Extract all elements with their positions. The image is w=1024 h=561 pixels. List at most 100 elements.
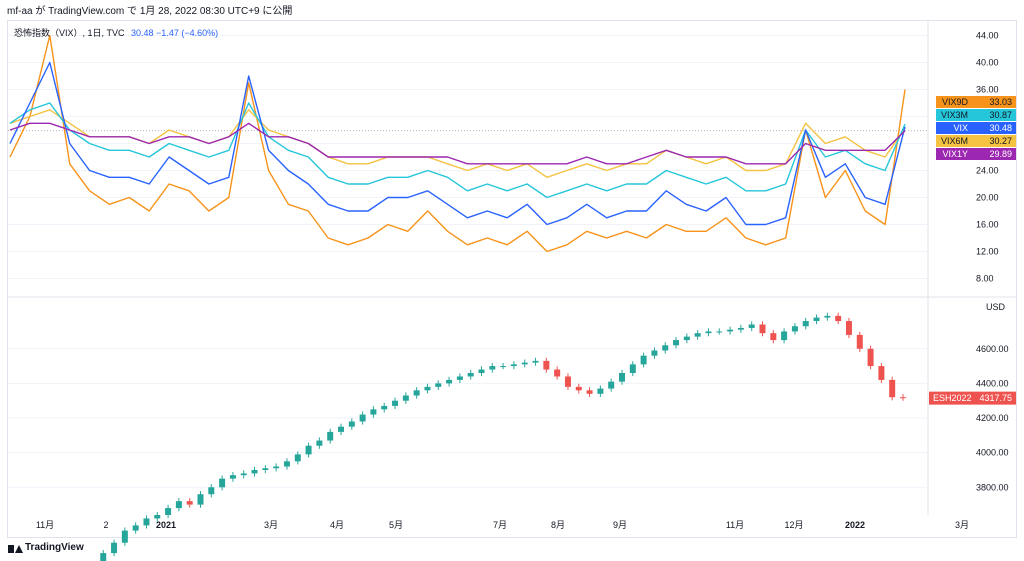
candle-body [359, 414, 366, 422]
candle-body [640, 355, 647, 365]
candle-body [608, 381, 615, 389]
candle-body [835, 315, 842, 322]
candle-body [521, 362, 528, 365]
candle-body [316, 440, 323, 446]
badge-bg [936, 96, 1016, 108]
brand-name: TradingView [25, 542, 84, 553]
publish-info: mf-aa が TradingView.com で 1月 28, 2022 08… [7, 6, 293, 17]
badge-vix: VIX 30.48 [936, 122, 1016, 134]
candle-body [348, 421, 355, 427]
candle-body [694, 333, 701, 337]
badge-bg [936, 148, 1016, 160]
chart-frame[interactable] [7, 20, 1017, 538]
candle-body [283, 461, 290, 467]
badge-value: 29.89 [989, 149, 1012, 159]
candle-body [251, 469, 258, 474]
candle-body [338, 426, 344, 432]
vix-axis-tick: 8.00 [976, 274, 994, 284]
candle-body [716, 331, 723, 333]
badge-value: 30.87 [989, 110, 1012, 120]
candle-body [543, 360, 550, 370]
time-axis-tick: 3月 [264, 520, 278, 530]
candle-body [791, 326, 798, 332]
candle-body [197, 494, 204, 505]
candle-body [748, 324, 755, 328]
candle-body [781, 331, 788, 341]
candle-body [889, 379, 896, 398]
candle-body [208, 487, 215, 495]
badge-esh2022: ESH2022 4317.75 [929, 391, 1016, 405]
candle-body [554, 369, 561, 377]
time-axis[interactable]: 11月 2 2021 3月 4月 5月 7月 8月 9月 11月 12月 2022 3月 [36, 520, 969, 530]
vix-axis-tick: 12.00 [976, 247, 999, 257]
time-axis-tick: 4月 [330, 520, 344, 530]
es-axis-tick: 4600.00 [976, 344, 1009, 354]
candle-body [651, 350, 658, 356]
legend-symbol: 恐怖指数（VIX）, 1日, TVC [14, 28, 125, 38]
tradingview-logo[interactable]: TradingView [8, 542, 84, 553]
es-axis-tick: 4000.00 [976, 448, 1009, 458]
candle-body [532, 360, 539, 363]
candle-body [305, 445, 312, 455]
series-line-vix [9, 61, 906, 226]
time-axis-tick: 11月 [726, 520, 744, 530]
time-axis-tick: 8月 [551, 520, 565, 530]
candle-body [262, 468, 269, 470]
candle-body [683, 336, 690, 341]
badge-value: 4317.75 [979, 393, 1012, 403]
candle-body [770, 333, 777, 341]
vix-axis-tick: 36.00 [976, 85, 999, 95]
badge-name: VIX9D [942, 97, 969, 107]
candle-body [121, 530, 128, 543]
candle-body [381, 405, 388, 410]
chart-legend[interactable]: 恐怖指数（VIX）, 1日, TVC 30.48 −1.47 (−4.60%) [14, 26, 218, 39]
time-axis-tick: 11月 [36, 520, 54, 530]
candle-body [500, 366, 507, 368]
candle-body [900, 397, 906, 399]
grid [8, 20, 1016, 515]
time-axis-tick: 5月 [389, 520, 403, 530]
candle-body [175, 501, 182, 509]
time-axis-tick: 9月 [613, 520, 627, 530]
candle-body [240, 473, 247, 476]
candle-body [586, 390, 593, 394]
candle-body [824, 315, 831, 318]
candle-body [294, 454, 301, 462]
badge-bg [936, 109, 1016, 121]
time-axis-tick: 12月 [784, 520, 803, 530]
candle-body [597, 388, 604, 394]
badge-vix1y: VIX1Y 29.89 [936, 148, 1016, 160]
candle-body [575, 386, 582, 391]
candle-body [370, 409, 377, 415]
badge-vix6m: VIX6M 30.27 [936, 135, 1016, 147]
vix-axis-tick: 44.00 [976, 31, 999, 41]
badge-vix9d: VIX9D 33.03 [936, 96, 1016, 108]
candle-body [165, 508, 172, 515]
candle-body [219, 478, 226, 488]
time-axis-tick: 2022 [845, 520, 865, 530]
vix-axis-tick: 20.00 [976, 193, 999, 203]
time-axis-tick: 7月 [493, 520, 507, 530]
candle-body [619, 373, 625, 382]
candle-body [802, 321, 809, 327]
candle-body [229, 475, 236, 479]
badge-name: VIX [953, 123, 968, 133]
series-line-vix9d [9, 34, 906, 253]
candle-body [737, 327, 744, 330]
candle-body [845, 321, 852, 335]
candle-body [143, 518, 150, 526]
badge-name: VIX3M [941, 110, 968, 120]
candle-body [673, 340, 680, 346]
candle-body [186, 501, 193, 505]
badge-value: 30.48 [989, 123, 1012, 133]
candle-body [111, 542, 118, 554]
candle-body [467, 373, 474, 377]
tradingview-logo-icon [8, 543, 23, 553]
candle-body [154, 515, 161, 519]
candle-body [564, 376, 571, 387]
es-axis-tick: 4400.00 [976, 378, 1009, 388]
candle-body [629, 364, 636, 373]
candle-body [478, 369, 485, 373]
